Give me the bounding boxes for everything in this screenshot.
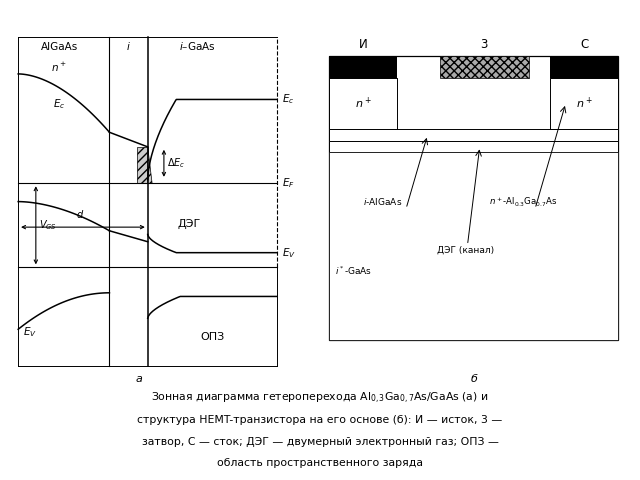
- Text: AlGaAs: AlGaAs: [41, 42, 78, 52]
- Text: ДЭГ (канал): ДЭГ (канал): [436, 246, 494, 255]
- Bar: [550, 56, 618, 78]
- Text: затвор, С — сток; ДЭГ — двумерный электронный газ; ОПЗ —: затвор, С — сток; ДЭГ — двумерный электр…: [141, 437, 499, 447]
- Bar: [329, 142, 618, 152]
- Text: $n^+$-Al$_{0.3}$Ga$_{0.7}$As: $n^+$-Al$_{0.3}$Ga$_{0.7}$As: [489, 195, 557, 209]
- Text: $E_V$: $E_V$: [22, 325, 36, 338]
- Text: $V_{GS}$: $V_{GS}$: [40, 218, 58, 232]
- Text: $E_F$: $E_F$: [282, 177, 294, 190]
- Text: $i^*$-GaAs: $i^*$-GaAs: [335, 264, 372, 276]
- Text: область пространственного заряда: область пространственного заряда: [217, 457, 423, 468]
- Bar: [329, 152, 618, 340]
- Text: $d$: $d$: [76, 208, 84, 220]
- Text: $n^+$: $n^+$: [51, 61, 67, 74]
- Bar: [329, 56, 618, 340]
- Text: ОПЗ: ОПЗ: [200, 332, 225, 342]
- Text: $i$-AlGaAs: $i$-AlGaAs: [363, 196, 403, 207]
- Text: ДЭГ: ДЭГ: [177, 219, 200, 229]
- Text: $i$–GaAs: $i$–GaAs: [179, 40, 216, 52]
- Text: $n^+$: $n^+$: [576, 96, 593, 111]
- Bar: [440, 56, 529, 78]
- Text: $E_c$: $E_c$: [282, 93, 294, 107]
- Polygon shape: [148, 147, 152, 183]
- Polygon shape: [136, 147, 148, 183]
- Text: Зонная диаграмма гетероперехода Al$_{0,3}$Ga$_{0,7}$As/GaAs (а) и: Зонная диаграмма гетероперехода Al$_{0,3…: [151, 391, 489, 406]
- Bar: [550, 78, 618, 129]
- Text: 3: 3: [481, 38, 488, 51]
- Text: $E_c$: $E_c$: [53, 97, 66, 110]
- Bar: [329, 56, 397, 78]
- Bar: [329, 129, 618, 142]
- Text: И: И: [358, 38, 367, 51]
- Bar: [329, 78, 397, 129]
- Text: С: С: [580, 38, 588, 51]
- Text: структура HEMT-транзистора на его основе (б): И — исток, 3 —: структура HEMT-транзистора на его основе…: [138, 415, 502, 425]
- Text: б: б: [470, 374, 477, 384]
- Text: $E_V$: $E_V$: [282, 246, 296, 260]
- Text: $n^+$: $n^+$: [355, 96, 371, 111]
- Text: $i$: $i$: [126, 40, 131, 52]
- Text: $\Delta E_c$: $\Delta E_c$: [167, 156, 186, 170]
- Text: а: а: [136, 374, 142, 384]
